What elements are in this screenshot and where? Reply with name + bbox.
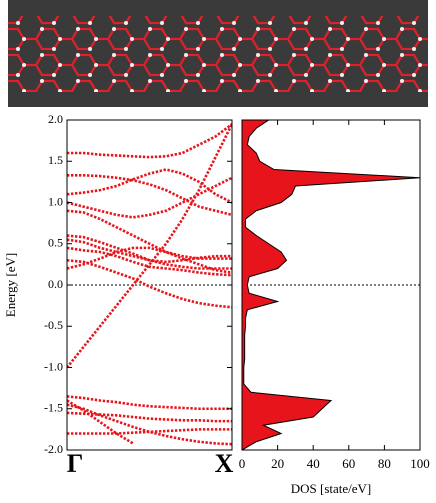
band bbox=[67, 258, 232, 309]
x-tick-label: 100 bbox=[410, 456, 430, 471]
plots: -2.0 -1.5 -1.0 -0.5 0.0 0.5 1.0 1.5 2.0 Γ X Energy … bbox=[3, 112, 430, 496]
band bbox=[67, 403, 232, 446]
x-tick-label: Γ bbox=[67, 449, 84, 478]
band bbox=[67, 428, 232, 435]
band bbox=[67, 234, 232, 270]
band bbox=[67, 123, 232, 159]
y-tick-label: 1.5 bbox=[48, 153, 63, 167]
y-tick-label: 0.5 bbox=[48, 236, 63, 250]
x-tick-label: 0 bbox=[239, 456, 246, 471]
frame bbox=[66, 119, 233, 451]
y-tick-label: -1.0 bbox=[44, 359, 63, 373]
bands bbox=[67, 123, 232, 446]
x-tick-label: 20 bbox=[271, 456, 284, 471]
y-axis-label: Energy [eV] bbox=[3, 253, 18, 317]
x-tick-label: X bbox=[215, 449, 234, 478]
band bbox=[67, 411, 232, 423]
band bbox=[67, 246, 232, 274]
x-tick-label: 40 bbox=[307, 456, 320, 471]
x-axis-label: DOS [state/eV] bbox=[291, 481, 372, 496]
x-tick-label: 80 bbox=[378, 456, 391, 471]
band bbox=[67, 123, 232, 369]
band bbox=[67, 176, 232, 219]
band bbox=[67, 209, 232, 260]
y-tick-label: -2.0 bbox=[44, 442, 63, 456]
frame bbox=[241, 119, 421, 451]
dos bbox=[242, 120, 420, 450]
y-tick-label: 2.0 bbox=[48, 112, 63, 126]
y-tick-label: -0.5 bbox=[44, 318, 63, 332]
x-tick-label: 60 bbox=[342, 456, 355, 471]
band bbox=[67, 168, 232, 204]
band bbox=[67, 395, 232, 411]
y-tick-label: 0.0 bbox=[48, 277, 63, 291]
y-tick-label: 1.0 bbox=[48, 194, 63, 208]
dos-area bbox=[242, 120, 420, 450]
structure-image bbox=[8, 0, 428, 107]
band bbox=[67, 246, 232, 277]
band bbox=[67, 238, 232, 264]
band bbox=[67, 399, 134, 445]
y-tick-label: -1.5 bbox=[44, 401, 63, 415]
